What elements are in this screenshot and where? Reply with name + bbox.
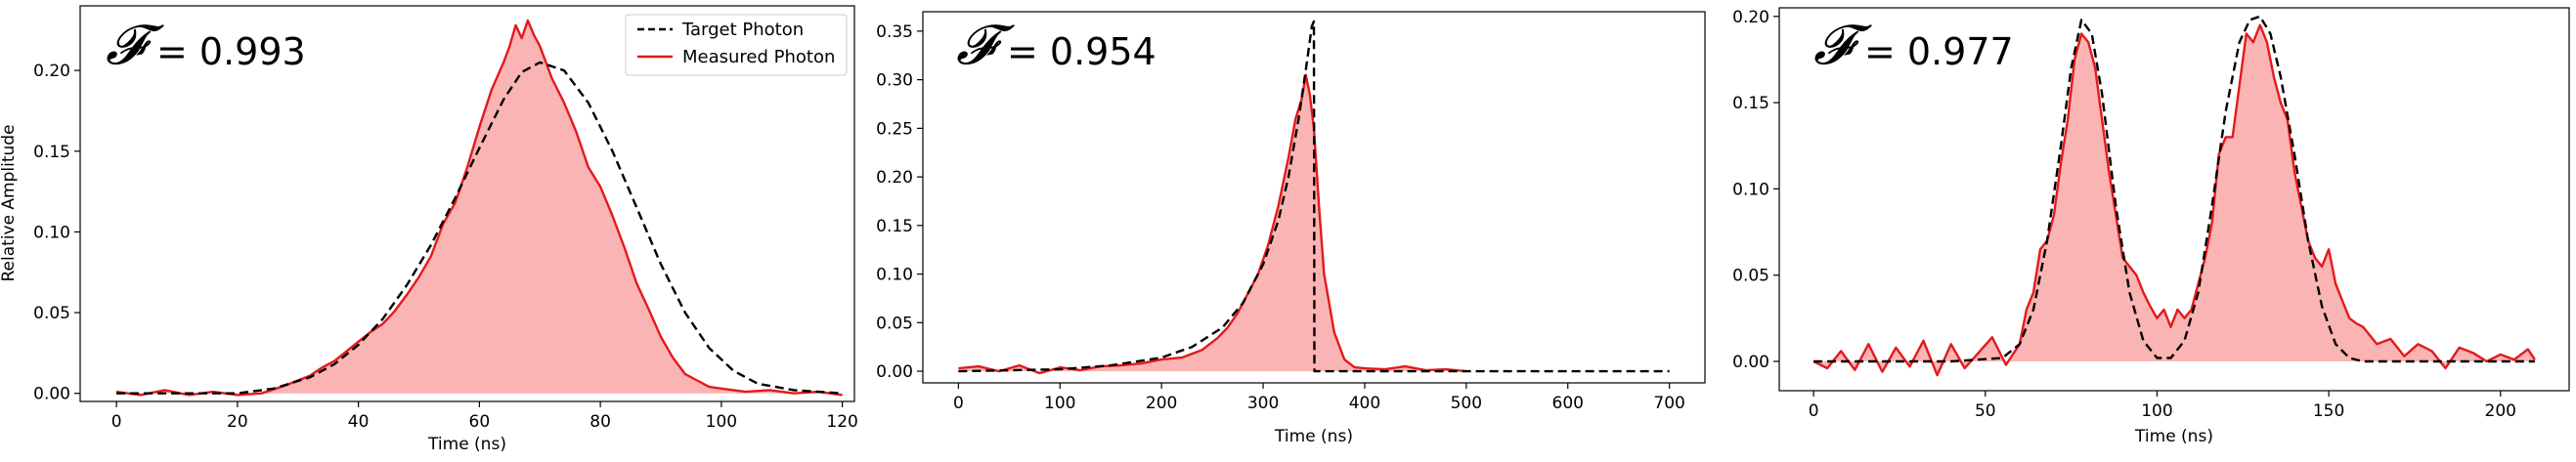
target-photon-line [958, 20, 1670, 373]
fidelity-value: = 0.977 [1864, 30, 2014, 73]
measured-photon-fill [1813, 24, 2535, 376]
x-tick-label: 200 [1146, 394, 1177, 413]
y-tick-label: 0.30 [876, 71, 913, 91]
y-tick-label: 0.10 [1732, 180, 1769, 199]
y-tick-label: 0.05 [33, 304, 70, 323]
fidelity-annotation: 𝓕 = 0.954 [956, 14, 1157, 77]
x-axis-label: Time (ns) [1274, 427, 1353, 446]
y-tick-label: 0.35 [876, 22, 913, 42]
target-photon-line [1813, 15, 2535, 363]
y-tick-label: 0.05 [1732, 267, 1769, 286]
x-tick-label: 100 [2141, 401, 2172, 421]
x-tick-label: 20 [227, 412, 248, 432]
panel-3: 0 50 100 150 200 0.00 0.05 0.10 0.15 0.20 Time (n… [1732, 7, 2570, 446]
legend-label-target-photon: Target Photon [681, 20, 804, 40]
x-tick-label: 100 [1044, 394, 1075, 413]
plot-area-frame [79, 5, 855, 402]
measured-photon-line [958, 73, 1466, 375]
panel-1: 0 20 40 60 80 100 120 0.00 0.05 0.10 0.15 0.20 Time… [0, 5, 858, 454]
y-tick-label: 0.10 [876, 266, 913, 285]
x-tick-label: 80 [589, 412, 611, 432]
x-tick-label: 600 [1552, 394, 1584, 413]
x-tick-label: 400 [1349, 394, 1380, 413]
x-tick-label: 200 [2485, 401, 2516, 421]
y-axis-label: Relative Amplitude [0, 124, 19, 281]
x-tick-label: 300 [1247, 394, 1279, 413]
panel-2: 0 100 200 300 400 500 600 700 0.00 0.05 0.10 0.15 0.… [876, 11, 1706, 446]
fidelity-symbol: 𝓕 [1813, 14, 1872, 77]
fidelity-annotation: 𝓕 = 0.977 [1813, 14, 2014, 77]
y-tick-label: 0.20 [33, 62, 70, 81]
y-tick-label: 0.05 [876, 314, 913, 333]
fidelity-value: = 0.993 [156, 30, 306, 73]
y-tick-label: 0.25 [876, 119, 913, 139]
x-tick-label: 120 [826, 412, 857, 432]
x-tick-label: 0 [111, 412, 122, 432]
y-tick-label: 0.20 [1732, 8, 1769, 27]
legend: Target Photon Measured Photon [625, 14, 848, 76]
x-tick-label: 50 [1975, 401, 1996, 421]
measured-photon-line [115, 19, 843, 397]
x-axis-label: Time (ns) [2134, 427, 2213, 446]
y-tick-label: 0.10 [33, 223, 70, 242]
x-tick-label: 100 [706, 412, 737, 432]
legend-frame [625, 14, 848, 76]
fidelity-symbol: 𝓕 [106, 14, 164, 77]
target-photon-line [116, 61, 843, 395]
y-tick-label: 0.20 [876, 168, 913, 188]
plot-area-frame [922, 11, 1706, 384]
x-tick-label: 500 [1451, 394, 1482, 413]
x-tick-label: 0 [1809, 401, 1819, 421]
plot-area-frame [1778, 7, 2570, 392]
x-tick-label: 150 [2313, 401, 2344, 421]
x-axis-label: Time (ns) [427, 435, 506, 454]
fidelity-annotation: 𝓕 = 0.993 [106, 14, 306, 77]
y-tick-label: 0.15 [33, 143, 70, 162]
fidelity-value: = 0.954 [1007, 30, 1157, 73]
y-tick-label: 0.15 [876, 217, 913, 236]
fidelity-symbol: 𝓕 [956, 14, 1015, 77]
y-tick-label: 0.15 [1732, 94, 1769, 113]
x-tick-label: 40 [348, 412, 370, 432]
y-tick-label: 0.00 [33, 385, 70, 404]
measured-photon-fill [958, 74, 1466, 374]
x-tick-label: 700 [1653, 394, 1684, 413]
x-tick-label: 0 [953, 394, 964, 413]
measured-photon-fill [116, 20, 843, 396]
x-tick-label: 60 [469, 412, 491, 432]
legend-label-measured-photon: Measured Photon [682, 47, 835, 67]
measured-photon-line [1812, 23, 2536, 377]
y-tick-label: 0.00 [876, 362, 913, 382]
y-tick-label: 0.00 [1732, 353, 1769, 372]
